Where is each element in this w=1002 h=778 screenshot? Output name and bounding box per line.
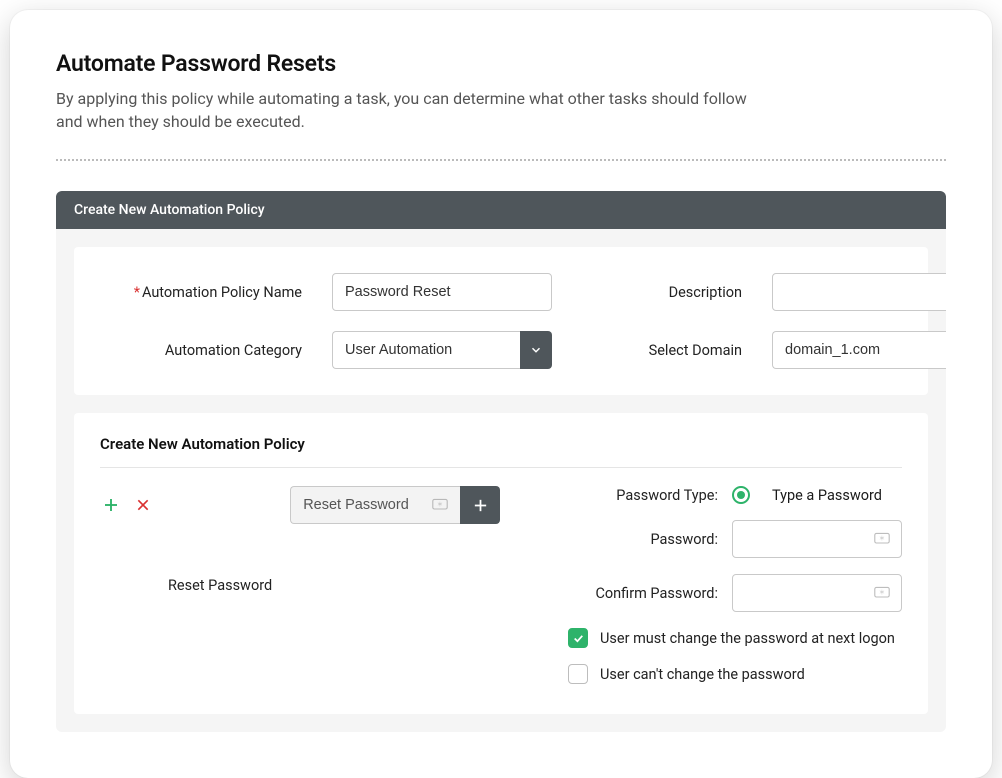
- password-input[interactable]: [732, 520, 902, 558]
- category-dropdown-button[interactable]: [520, 331, 552, 369]
- task-divider: [100, 467, 902, 468]
- cant-change-checkbox[interactable]: [568, 664, 588, 684]
- description-label: Description: [582, 284, 742, 301]
- policy-name-input[interactable]: [332, 273, 552, 311]
- cant-change-label: User can't change the password: [600, 666, 805, 683]
- password-type-option: Type a Password: [772, 487, 882, 504]
- description-input[interactable]: [772, 273, 946, 311]
- policy-name-label-text: Automation Policy Name: [142, 284, 302, 301]
- add-task-button[interactable]: [100, 494, 122, 516]
- task-block: Create New Automation Policy Reset Passw…: [74, 413, 928, 714]
- task-add-button[interactable]: [460, 486, 500, 524]
- close-icon: [135, 497, 151, 513]
- policy-panel-header: Create New Automation Policy: [56, 191, 946, 229]
- domain-select[interactable]: [772, 331, 946, 369]
- policy-panel: Create New Automation Policy *Automation…: [56, 191, 946, 732]
- task-block-title: Create New Automation Policy: [100, 435, 902, 453]
- policy-name-label: *Automation Policy Name: [102, 284, 302, 301]
- password-label: Password:: [568, 531, 718, 548]
- must-change-label: User must change the password at next lo…: [600, 630, 895, 647]
- password-type-label: Password Type:: [568, 487, 718, 504]
- plus-icon: [102, 496, 120, 514]
- page-title: Automate Password Resets: [56, 50, 946, 77]
- confirm-password-input[interactable]: [732, 574, 902, 612]
- task-label: Reset Password: [168, 577, 272, 594]
- check-icon: [572, 632, 585, 645]
- task-value-input[interactable]: [290, 486, 460, 524]
- section-divider: [56, 159, 946, 161]
- chevron-down-icon: [529, 343, 543, 357]
- category-label: Automation Category: [102, 342, 302, 359]
- policy-form: *Automation Policy Name Description Auto…: [74, 247, 928, 395]
- page-subtitle: By applying this policy while automating…: [56, 87, 756, 133]
- must-change-checkbox[interactable]: [568, 628, 588, 648]
- remove-task-button[interactable]: [132, 494, 154, 516]
- category-select[interactable]: [332, 331, 520, 369]
- password-type-radio[interactable]: [732, 486, 750, 504]
- confirm-password-label: Confirm Password:: [568, 585, 718, 602]
- plus-icon: [472, 497, 489, 514]
- domain-label: Select Domain: [582, 342, 742, 359]
